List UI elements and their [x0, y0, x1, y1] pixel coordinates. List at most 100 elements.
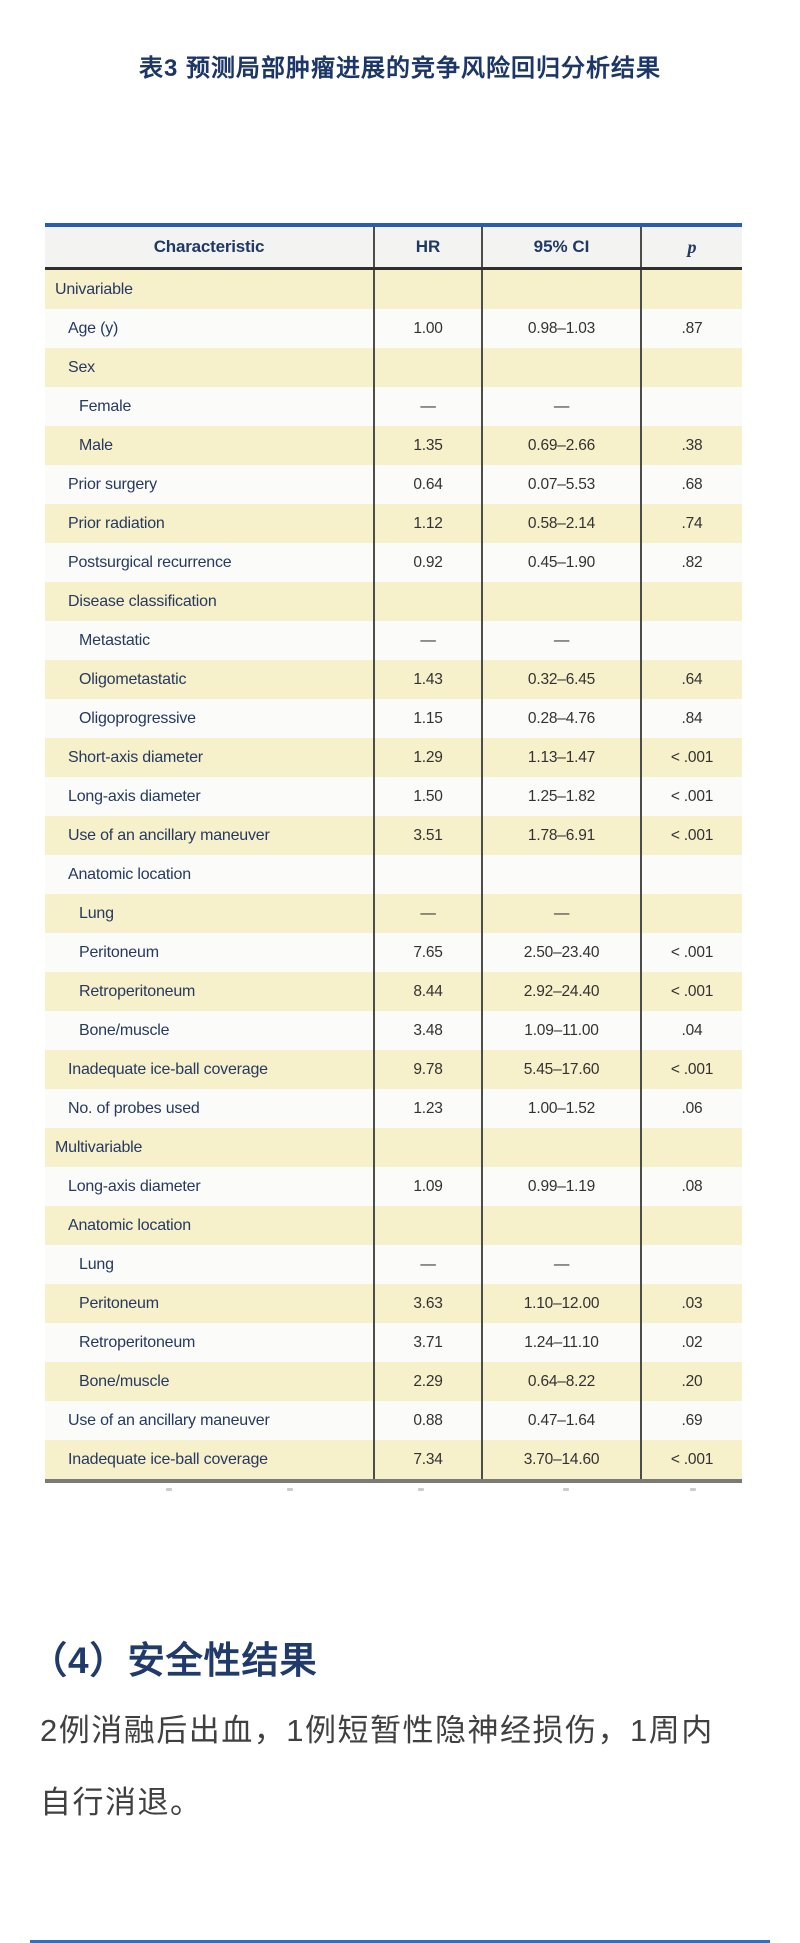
cell-ci: 0.69–2.66 [483, 426, 642, 465]
cell-hr [375, 582, 483, 621]
cell-ci: 0.99–1.19 [483, 1167, 642, 1206]
row-label: Peritoneum [45, 1284, 375, 1323]
cell-ci [483, 1206, 642, 1245]
cell-ci: 0.28–4.76 [483, 699, 642, 738]
cell-ci: 1.25–1.82 [483, 777, 642, 816]
row-label: Use of an ancillary maneuver [45, 816, 375, 855]
table-row: Multivariable [45, 1128, 742, 1167]
cell-ci: 0.45–1.90 [483, 543, 642, 582]
cell-ci: — [483, 621, 642, 660]
cell-p [642, 855, 742, 894]
table-row: Female — — [45, 387, 742, 426]
row-label: Retroperitoneum [45, 1323, 375, 1362]
cell-hr: — [375, 621, 483, 660]
row-label: Postsurgical recurrence [45, 543, 375, 582]
cell-ci: 0.58–2.14 [483, 504, 642, 543]
table-header-row: Characteristic HR 95% CI p [45, 227, 742, 270]
cell-ci: 5.45–17.60 [483, 1050, 642, 1089]
cell-ci: 1.13–1.47 [483, 738, 642, 777]
cell-hr: 2.29 [375, 1362, 483, 1401]
cell-ci [483, 348, 642, 387]
row-label: Retroperitoneum [45, 972, 375, 1011]
table-row: Use of an ancillary maneuver 0.88 0.47–1.6… [45, 1401, 742, 1440]
cell-p: < .001 [670, 943, 714, 961]
cell-p: .84 [681, 709, 703, 727]
column-header-characteristic: Characteristic [45, 227, 375, 267]
regression-table: Characteristic HR 95% CI p Univariable Ag… [45, 223, 742, 1483]
cell-p: < .001 [670, 982, 714, 1000]
cell-hr: — [375, 387, 483, 426]
table-row: Use of an ancillary maneuver 3.51 1.78–6.9… [45, 816, 742, 855]
row-label: Oligometastatic [45, 660, 375, 699]
table-row: Prior surgery 0.64 0.07–5.53 .68 [45, 465, 742, 504]
cell-hr [375, 348, 483, 387]
cell-hr: 7.34 [375, 1440, 483, 1479]
cell-hr: 1.00 [375, 309, 483, 348]
cell-hr: 1.29 [375, 738, 483, 777]
cell-hr: 0.64 [375, 465, 483, 504]
cell-p: .04 [681, 1021, 703, 1039]
cell-hr: 1.50 [375, 777, 483, 816]
table-row: Long-axis diameter 1.09 0.99–1.19 .08 [45, 1167, 742, 1206]
section-body-line-1: 2例消融后出血，1例短暂性隐神经损伤，1周内 [40, 1713, 714, 1748]
cell-ci: 1.00–1.52 [483, 1089, 642, 1128]
row-label: Sex [45, 348, 375, 387]
row-label: Use of an ancillary maneuver [45, 1401, 375, 1440]
row-label: Prior surgery [45, 465, 375, 504]
table-body: Univariable Age (y) 1.00 0.98–1.03 .87 Sex Fem… [45, 270, 742, 1479]
cell-p [642, 387, 742, 426]
cell-ci: — [483, 387, 642, 426]
table-row: Lung — — [45, 894, 742, 933]
table-row: Retroperitoneum 3.71 1.24–11.10 .02 [45, 1323, 742, 1362]
row-label: Short-axis diameter [45, 738, 375, 777]
row-label: Long-axis diameter [45, 777, 375, 816]
table-title: 表3 预测局部肿瘤进展的竞争风险回归分析结果 [138, 55, 661, 82]
table-row: Bone/muscle 2.29 0.64–8.22 .20 [45, 1362, 742, 1401]
table-row: Oligometastatic 1.43 0.32–6.45 .64 [45, 660, 742, 699]
row-label: Disease classification [45, 582, 375, 621]
cell-ci [483, 1128, 642, 1167]
row-label: Multivariable [45, 1128, 375, 1167]
cell-hr: 7.65 [375, 933, 483, 972]
cell-hr [375, 1128, 483, 1167]
cell-hr: 1.35 [375, 426, 483, 465]
row-label: Univariable [45, 270, 375, 309]
cell-hr: 1.43 [375, 660, 483, 699]
row-label: Inadequate ice-ball coverage [45, 1050, 375, 1089]
cell-p [642, 582, 742, 621]
cell-hr: 9.78 [375, 1050, 483, 1089]
cell-p: .64 [681, 670, 703, 688]
cell-p: .02 [681, 1333, 703, 1351]
cell-ci: 2.92–24.40 [483, 972, 642, 1011]
row-label: Oligoprogressive [45, 699, 375, 738]
table-row: Age (y) 1.00 0.98–1.03 .87 [45, 309, 742, 348]
table-row: Disease classification [45, 582, 742, 621]
cell-hr: — [375, 894, 483, 933]
cell-ci: 0.07–5.53 [483, 465, 642, 504]
table-row: Male 1.35 0.69–2.66 .38 [45, 426, 742, 465]
cell-p: .82 [681, 553, 703, 571]
cell-hr: 3.71 [375, 1323, 483, 1362]
cell-ci: 0.98–1.03 [483, 309, 642, 348]
cell-ci: 0.32–6.45 [483, 660, 642, 699]
cell-p: .68 [681, 475, 703, 493]
table-row: Inadequate ice-ball coverage 7.34 3.70–14.… [45, 1440, 742, 1479]
cell-hr [375, 1206, 483, 1245]
table-row: Metastatic — — [45, 621, 742, 660]
cell-ci [483, 582, 642, 621]
cell-p: .38 [681, 436, 703, 454]
cell-ci: 2.50–23.40 [483, 933, 642, 972]
cell-p: .03 [681, 1294, 703, 1312]
row-label: No. of probes used [45, 1089, 375, 1128]
cell-hr: 1.23 [375, 1089, 483, 1128]
table-row: Peritoneum 7.65 2.50–23.40 < .001 [45, 933, 742, 972]
row-label: Age (y) [45, 309, 375, 348]
row-label: Bone/muscle [45, 1011, 375, 1050]
cell-p [642, 348, 742, 387]
cell-ci [483, 270, 642, 309]
cell-p [642, 894, 742, 933]
column-header-hr: HR [375, 227, 483, 267]
row-label: Lung [45, 894, 375, 933]
row-label: Inadequate ice-ball coverage [45, 1440, 375, 1479]
